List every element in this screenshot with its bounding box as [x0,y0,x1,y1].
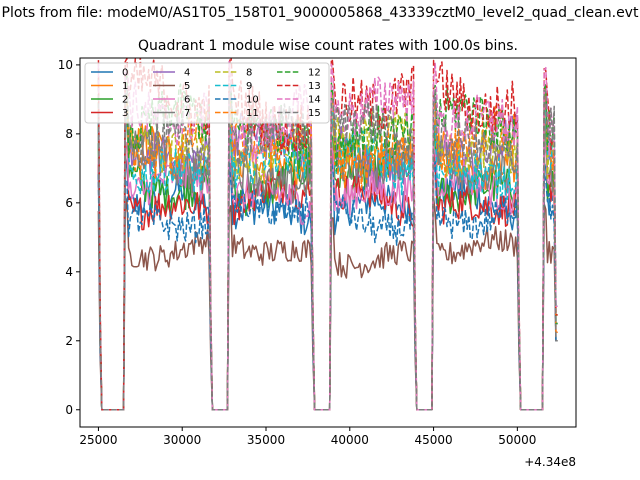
legend-label-13: 13 [308,81,321,92]
y-tick-label: 4 [65,265,73,279]
series-15-line [97,85,558,411]
x-axis: 25000 30000 35000 40000 45000 50000 [79,427,536,447]
y-tick-label: 8 [65,127,73,141]
y-tick-label: 10 [58,58,73,72]
y-tick-label: 2 [65,334,73,348]
legend-label-1: 1 [122,81,128,92]
legend-label-14: 14 [308,95,321,106]
y-tick-label: 0 [65,403,73,417]
legend-label-12: 12 [308,68,321,79]
legend-label-8: 8 [246,68,252,79]
x-tick-label: 50000 [498,433,536,447]
plot-frame [79,57,577,428]
legend-label-10: 10 [246,95,259,106]
series-5-line [97,197,558,411]
legend-label-0: 0 [122,68,128,79]
legend-label-5: 5 [184,81,190,92]
legend-label-15: 15 [308,108,321,119]
x-tick-label: 40000 [331,433,369,447]
legend-label-9: 9 [246,81,252,92]
x-tick-label: 45000 [414,433,452,447]
legend-label-2: 2 [122,95,128,106]
legend-label-3: 3 [122,108,128,119]
legend-label-6: 6 [184,95,190,106]
y-axis: 0 2 4 6 8 10 [58,58,80,417]
x-offset-label: +4.34e8 [524,455,576,469]
y-tick-label: 6 [65,196,73,210]
legend-label-7: 7 [184,108,190,119]
x-tick-label: 25000 [79,433,117,447]
x-tick-label: 30000 [163,433,201,447]
figure-suptitle: Plots from file: modeM0/AS1T05_158T01_90… [0,5,640,25]
chart-title: Quadrant 1 module wise count rates with … [138,38,518,54]
legend-box [84,62,330,124]
legend-label-11: 11 [246,108,259,119]
x-tick-label: 35000 [247,433,285,447]
suptitle-text: Plots from file: modeM0/AS1T05_158T01_90… [1,5,639,21]
legend-label-4: 4 [184,68,190,79]
